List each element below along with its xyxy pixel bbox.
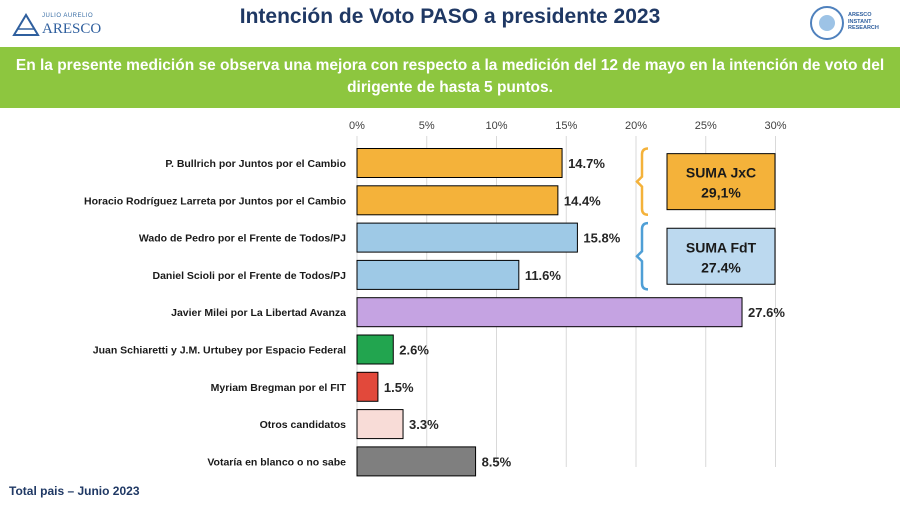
globe-icon (810, 6, 844, 40)
value-label: 27.6% (748, 305, 785, 320)
bar (356, 222, 578, 253)
category-label: Myriam Bregman por el FIT (211, 382, 347, 394)
x-tick-label: 30% (764, 120, 786, 132)
aresco-instant-research-logo: ARESCO INSTANT RESEARCH (810, 6, 888, 46)
annotation-bracket (635, 221, 649, 291)
x-tick-label: 10% (485, 120, 507, 132)
x-tick-label: 0% (349, 120, 365, 132)
category-label: Daniel Scioli por el Frente de Todos/PJ (152, 270, 346, 282)
page-title: Intención de Voto PASO a presidente 2023 (239, 5, 661, 28)
category-label: Votaría en blanco o no sabe (207, 456, 346, 468)
bar (356, 297, 743, 328)
bar (356, 185, 559, 216)
summary-banner: En la presente medición se observa una m… (0, 47, 900, 108)
aresco-logo: JULIO AURELIO ARESCO (12, 8, 102, 44)
bar (356, 371, 379, 402)
category-label: Javier Milei por La Libertad Avanza (171, 307, 346, 319)
category-label: Otros candidatos (260, 419, 347, 431)
value-label: 15.8% (583, 231, 620, 246)
category-label: Wado de Pedro por el Frente de Todos/PJ (139, 233, 346, 245)
category-label: Juan Schiaretti y J.M. Urtubey por Espac… (93, 345, 346, 357)
value-label: 14.7% (568, 156, 605, 171)
bar (356, 409, 404, 440)
aresco-logo-icon (12, 13, 40, 36)
category-label: P. Bullrich por Juntos por el Cambio (165, 158, 346, 170)
x-tick-label: 20% (625, 120, 647, 132)
x-tick-label: 15% (555, 120, 577, 132)
annotation-value: 29,1% (701, 185, 741, 201)
annotation-box (666, 227, 776, 285)
vote-intention-chart: 0% 5% 10% 15% 20% 25% 30% P. Bullrich por Junto… (84, 120, 787, 477)
annotation-title: SUMA JxC (686, 165, 756, 181)
annotation-box (666, 153, 776, 211)
bar (356, 446, 477, 477)
footer-note: Total pais – Junio 2023 (9, 484, 140, 498)
logo-left-small-text: JULIO AURELIO (42, 13, 94, 19)
value-label: 1.5% (384, 380, 414, 395)
value-label: 2.6% (399, 343, 429, 358)
bar (356, 148, 563, 178)
x-tick-label: 25% (695, 120, 717, 132)
bar (356, 259, 520, 290)
value-label: 14.4% (564, 193, 601, 208)
annotation-bracket (635, 147, 649, 217)
value-label: 3.3% (409, 417, 439, 432)
logo-right-text: ARESCO INSTANT RESEARCH (848, 12, 879, 31)
category-label: Horacio Rodríguez Larreta por Juntos por… (84, 195, 346, 207)
annotation-value: 27.4% (701, 259, 741, 275)
logo-left-name: ARESCO (42, 21, 102, 37)
value-label: 8.5% (482, 454, 512, 469)
value-label: 11.6% (525, 268, 562, 283)
bar (356, 334, 394, 365)
x-tick-label: 5% (419, 120, 435, 132)
annotation-title: SUMA FdT (686, 239, 757, 255)
